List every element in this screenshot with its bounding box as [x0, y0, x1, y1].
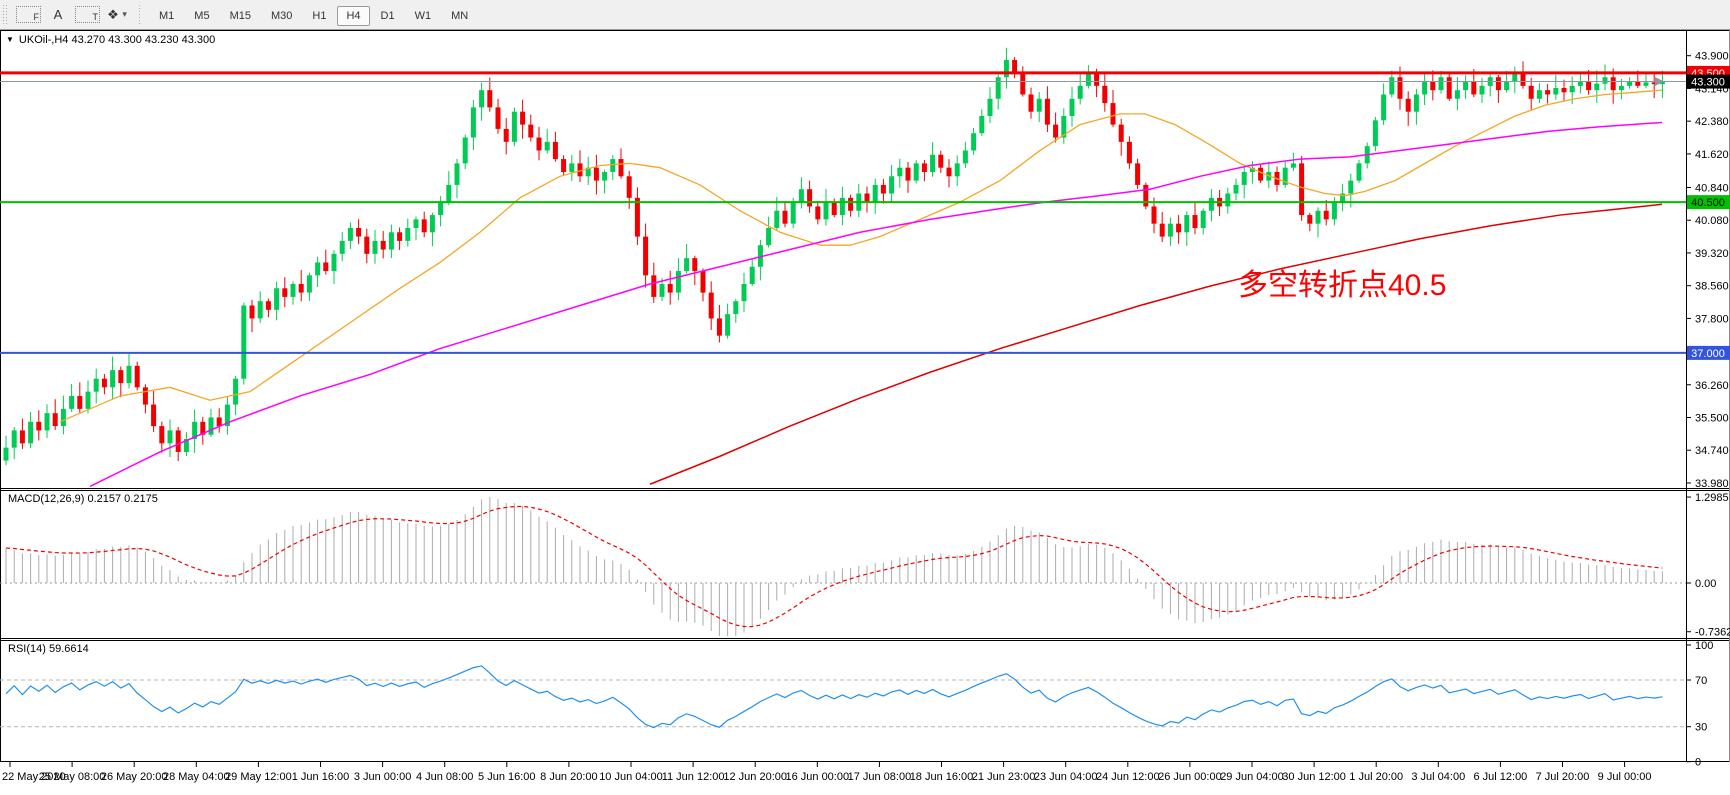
price-tick-label: 41.620	[1695, 149, 1729, 161]
main-chart-panel	[0, 30, 1730, 488]
chart-annotation: 多空转折点40.5	[1238, 269, 1447, 302]
timeframe-button-m5[interactable]: M5	[194, 9, 210, 22]
styles-glyph: ❖	[107, 6, 119, 22]
time-axis-label: 3 Jul 04:00	[1411, 771, 1465, 783]
time-axis-label: 28 May 04:00	[163, 771, 230, 783]
price-tick-label: 40.840	[1695, 182, 1729, 194]
dropdown-arrow-icon[interactable]: ▾	[122, 9, 127, 19]
time-axis-label: 26 May 20:00	[101, 771, 168, 783]
timeframe-button-m15[interactable]: M15	[229, 9, 251, 22]
styles-icon[interactable]: ❖ ▾	[106, 4, 128, 26]
time-axis-label: 3 Jun 00:00	[354, 771, 412, 783]
time-axis-label: 29 Jun 04:00	[1220, 771, 1284, 783]
text-a-icon[interactable]: A	[53, 7, 63, 22]
time-axis-label: 22 May 2020	[2, 771, 66, 783]
price-badge-label: 43.300	[1691, 77, 1725, 89]
text-label-t-icon[interactable]: T	[75, 6, 100, 23]
macd-signal-line	[5, 505, 1663, 628]
price-tick-label: 43.900	[1695, 51, 1729, 63]
price-tick-label: 33.980	[1695, 478, 1729, 490]
macd-panel	[0, 490, 1730, 638]
timeframe-button-group: M1 M5 M15 M30 H1 H4 D1 W1 MN	[149, 5, 478, 26]
price-badge-label: 37.000	[1691, 348, 1725, 360]
price-badge	[1687, 195, 1730, 210]
time-axis-label: 6 Jul 12:00	[1473, 771, 1527, 783]
time-axis-label: 11 Jun 12:00	[662, 771, 725, 783]
ma-fast-line	[59, 89, 1663, 423]
time-axis-label: 1 Jul 20:00	[1349, 771, 1403, 783]
timeframe-button-h1[interactable]: H1	[312, 9, 327, 22]
time-axis-label: 25 May 08:00	[39, 771, 106, 783]
price-tick-label: 42.380	[1695, 116, 1729, 128]
time-axis-label: 8 Jun 20:00	[540, 771, 598, 783]
price-tick-label: 39.320	[1695, 248, 1729, 260]
collapse-arrow-icon[interactable]: ▼	[6, 35, 14, 44]
current-price-arrow-icon	[1655, 77, 1664, 87]
timeframe-button-w1[interactable]: W1	[414, 9, 432, 22]
time-axis-label: 4 Jun 08:00	[416, 771, 474, 783]
price-tick-label: 40.080	[1695, 215, 1729, 227]
time-axis-label: 18 Jun 16:00	[910, 771, 974, 783]
chart-title-text: UKOil-,H4 43.270 43.300 43.230 43.300	[18, 34, 216, 46]
timeframe-button-h4[interactable]: H4	[337, 5, 370, 26]
time-axis-label: 23 Jun 04:00	[1034, 771, 1098, 783]
toolbar-grip[interactable]	[3, 4, 9, 25]
rsi-tick-label: 30	[1695, 722, 1707, 734]
ma-medium-line	[89, 121, 1663, 488]
time-axis-label: 16 Jun 00:00	[785, 771, 849, 783]
price-badge	[1687, 345, 1730, 360]
rsi-line	[5, 665, 1663, 729]
price-tick-label: 36.260	[1695, 380, 1729, 392]
toolbar: F A T ❖ ▾ M1 M5 M15 M30 H1 H4 D1 W1 MN	[0, 0, 1730, 30]
timeframe-button-mn[interactable]: MN	[451, 9, 469, 22]
time-axis-label: 24 Jun 12:00	[1096, 771, 1160, 783]
time-axis-label: 12 Jun 20:00	[723, 771, 787, 783]
rsi-tick-label: 0	[1695, 757, 1701, 769]
time-axis-label: 10 Jun 04:00	[599, 771, 663, 783]
rsi-tick-label: 70	[1695, 675, 1707, 687]
chart-title: ▼ UKOil-,H4 43.270 43.300 43.230 43.300	[6, 34, 215, 46]
price-tick-label: 34.740	[1695, 445, 1729, 457]
time-axis-label: 1 Jun 16:00	[292, 771, 350, 783]
ma-slow-line	[649, 203, 1663, 485]
time-axis-label: 5 Jun 16:00	[478, 771, 536, 783]
rsi-label: RSI(14) 59.6614	[8, 643, 89, 655]
macd-tick-label: 0.00	[1695, 578, 1716, 590]
time-axis-label: 17 Jun 08:00	[848, 771, 912, 783]
rsi-panel	[0, 640, 1730, 761]
toolbar-separator	[137, 4, 143, 25]
rsi-tick-label: 100	[1695, 640, 1713, 652]
price-tick-label: 37.800	[1695, 313, 1729, 325]
time-axis-label: 21 Jun 23:00	[972, 771, 1036, 783]
price-tick-label: 38.560	[1695, 281, 1729, 293]
timeframe-button-d1[interactable]: D1	[380, 9, 395, 22]
price-badge-label: 40.500	[1691, 197, 1725, 209]
time-axis-label: 30 Jun 12:00	[1282, 771, 1346, 783]
timeframe-button-m30[interactable]: M30	[270, 9, 293, 22]
time-axis-label: 26 Jun 00:00	[1158, 771, 1222, 783]
macd-tick-label: -0.7362	[1695, 627, 1730, 639]
expert-f-icon[interactable]: F	[16, 6, 41, 23]
timeframe-button-m1[interactable]: M1	[159, 9, 175, 22]
time-axis-label: 7 Jul 20:00	[1536, 771, 1590, 783]
price-badge	[1687, 74, 1730, 89]
time-axis-label: 9 Jul 00:00	[1598, 771, 1652, 783]
price-tick-label: 35.500	[1695, 412, 1729, 424]
time-axis-label: 29 May 12:00	[225, 771, 292, 783]
macd-label: MACD(12,26,9) 0.2157 0.2175	[8, 493, 158, 505]
macd-tick-label: 1.2985	[1695, 492, 1729, 504]
